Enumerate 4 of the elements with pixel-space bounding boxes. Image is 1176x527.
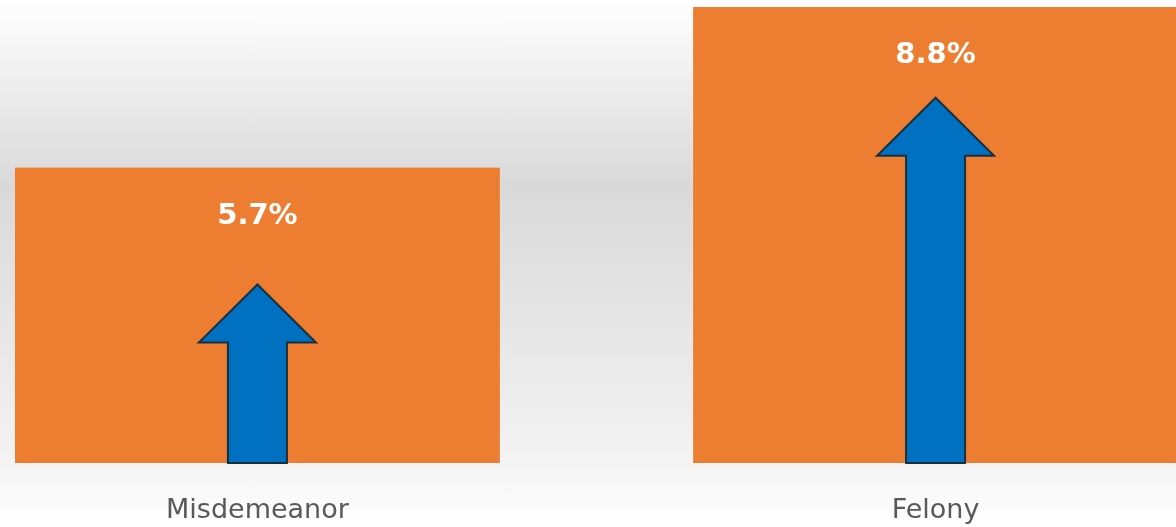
data-label: 5.7%: [217, 196, 298, 231]
x-tick-label: Felony: [891, 493, 980, 524]
data-label: 8.8%: [895, 36, 976, 70]
x-tick-label: Misdemeanor: [166, 493, 350, 524]
